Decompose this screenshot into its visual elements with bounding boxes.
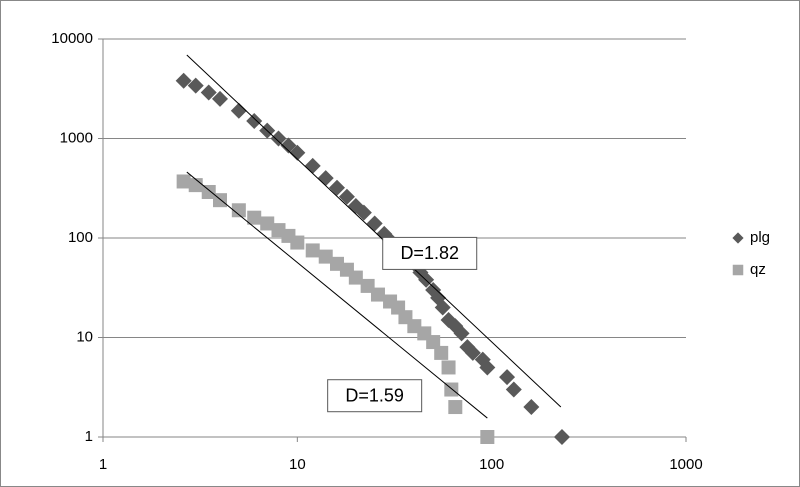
data-point (441, 360, 456, 375)
x-tick-label: 100 (479, 456, 504, 473)
data-point (231, 203, 246, 218)
data-point (280, 137, 297, 154)
x-tick-label: 1 (99, 456, 107, 473)
data-point (212, 90, 229, 107)
y-tick-label: 1000 (60, 129, 93, 146)
x-tick-label: 1000 (669, 456, 702, 473)
annotation: D=1.82 (400, 243, 459, 263)
data-point (247, 210, 262, 225)
data-point (448, 400, 463, 415)
data-point (499, 369, 516, 386)
y-tick-label: 100 (68, 229, 93, 246)
data-point (523, 399, 540, 416)
data-point (426, 335, 441, 350)
data-point (305, 243, 320, 258)
data-point (200, 84, 217, 101)
data-point (464, 344, 481, 361)
y-tick-label: 10 (76, 328, 93, 345)
y-tick-label: 10000 (51, 30, 93, 47)
data-point (289, 144, 306, 161)
data-point (260, 216, 275, 231)
legend-label: qz (750, 261, 766, 278)
annotation-box (382, 236, 478, 270)
annotation-box (327, 379, 423, 413)
data-point (480, 430, 495, 444)
trend-line (186, 54, 562, 408)
data-point (479, 359, 496, 376)
data-point (270, 130, 287, 147)
data-point (453, 325, 470, 342)
data-point (505, 381, 522, 398)
data-point (230, 102, 247, 119)
data-point (201, 184, 216, 199)
data-point (348, 270, 363, 285)
annotation: D=1.59 (345, 385, 404, 405)
data-point (187, 77, 204, 94)
data-point (318, 249, 333, 264)
data-point (370, 287, 385, 302)
data-point (338, 188, 355, 205)
legend-label: plg (750, 229, 770, 246)
data-point (329, 179, 346, 196)
data-point (290, 235, 305, 250)
trend-line (186, 171, 488, 419)
data-point (175, 72, 192, 89)
legend-marker (732, 264, 744, 276)
x-tick-label: 10 (289, 456, 306, 473)
data-point (434, 345, 449, 360)
y-tick-label: 1 (85, 428, 93, 445)
data-point (176, 174, 191, 189)
data-point (553, 429, 570, 445)
data-point (355, 204, 372, 221)
data-point (434, 299, 451, 316)
data-point (246, 112, 263, 129)
data-point (188, 178, 203, 193)
